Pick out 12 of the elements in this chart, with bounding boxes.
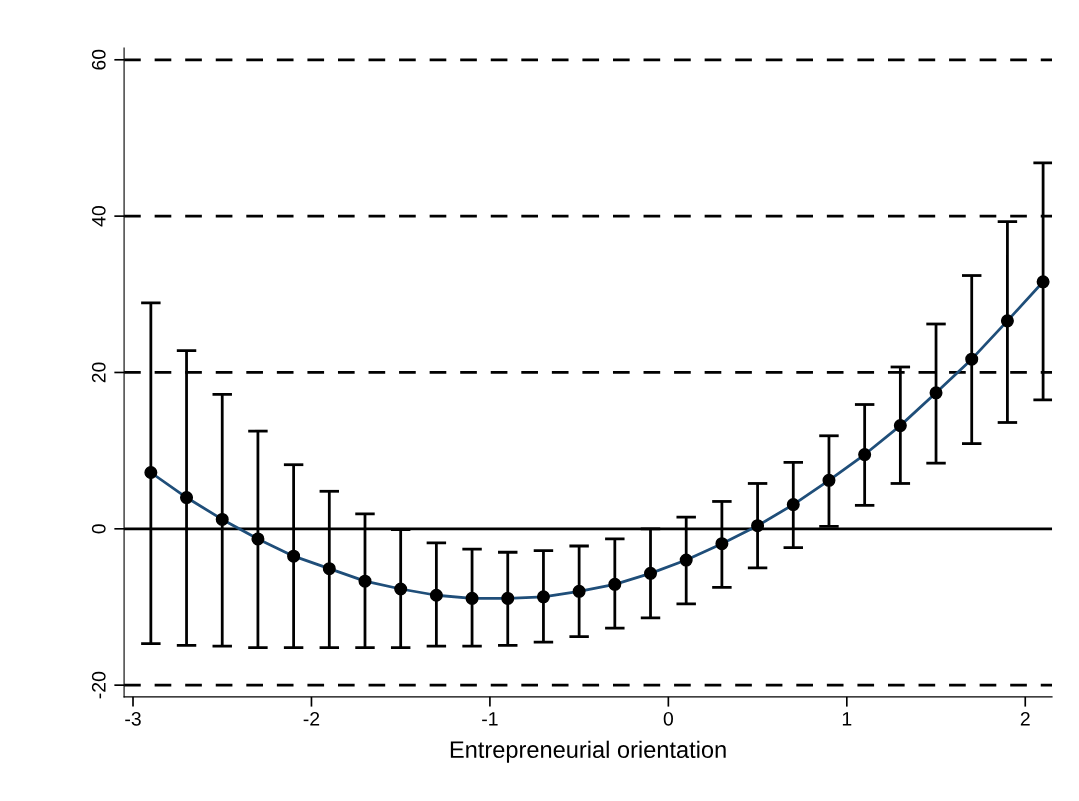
y-tick-label: 0 — [91, 524, 106, 534]
y-tick-label: 20 — [91, 362, 106, 383]
x-tick-label: -1 — [482, 712, 498, 726]
x-tick-label: -2 — [303, 711, 320, 726]
y-tick-label: -20 — [91, 671, 106, 699]
x-tick-label: 1 — [842, 712, 852, 726]
x-axis-title: Entrepreneurial orientation — [450, 740, 726, 763]
y-tick-label: 60 — [91, 49, 106, 70]
y-tick-label: 40 — [91, 206, 106, 227]
x-tick-label: 2 — [1020, 711, 1030, 726]
x-tick-label: -3 — [125, 711, 141, 726]
x-tick-label: 0 — [663, 711, 673, 726]
